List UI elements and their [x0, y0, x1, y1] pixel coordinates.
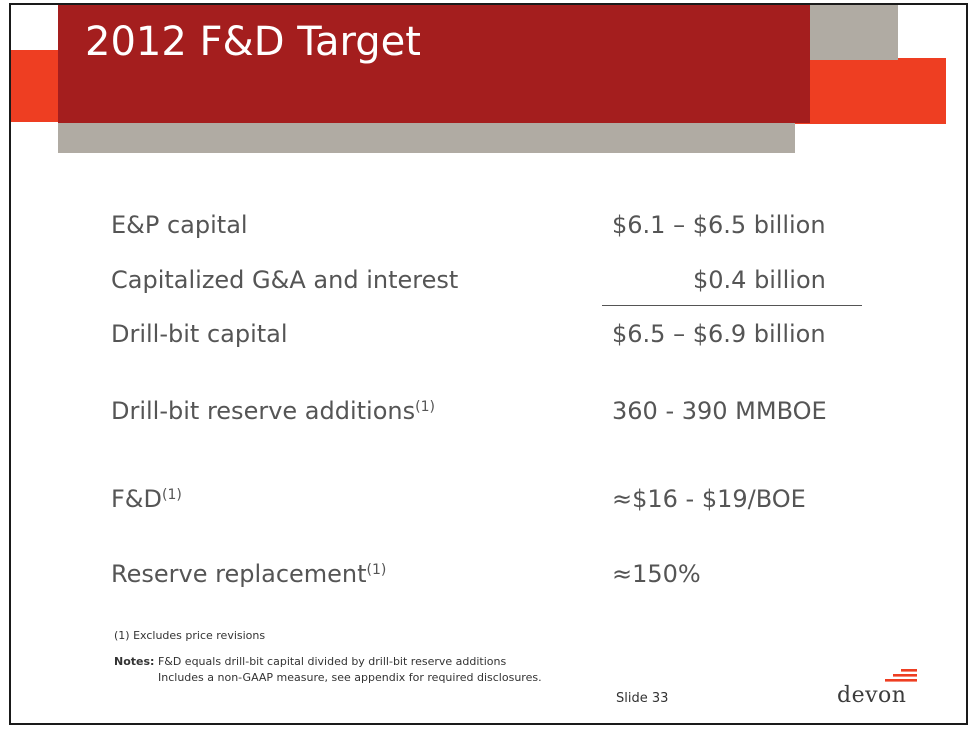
- footnote-marker: (1): [162, 487, 182, 503]
- row-value-drill-bit-capital: $6.5 – $6.9 billion: [612, 320, 826, 348]
- logo-stripes-icon: [885, 669, 917, 682]
- row-value-reserve-replacement: ≈150%: [612, 560, 701, 588]
- row-label-drill-bit-capital: Drill-bit capital: [111, 320, 288, 348]
- footnote-marker: (1): [366, 562, 387, 578]
- notes-line-1: Notes: F&D equals drill-bit capital divi…: [114, 654, 542, 670]
- row-label-ep-capital: E&P capital: [111, 211, 248, 239]
- gray-accent-block-top-right: [810, 5, 898, 60]
- notes-block: Notes: F&D equals drill-bit capital divi…: [114, 654, 542, 686]
- slide-title: 2012 F&D Target: [85, 19, 421, 65]
- notes-label: Notes:: [114, 655, 155, 668]
- row-value-fd: ≈$16 - $19/BOE: [612, 485, 806, 513]
- row-value-capitalized-ga: $0.4 billion: [693, 266, 826, 294]
- notes-text-1: F&D equals drill-bit capital divided by …: [157, 655, 507, 668]
- slide-number: Slide 33: [616, 691, 669, 706]
- sum-divider-line: [602, 305, 862, 306]
- row-label-fd: F&D(1): [111, 485, 182, 513]
- footnote: (1) Excludes price revisions: [114, 629, 266, 642]
- footnote-marker: (1): [415, 399, 435, 415]
- row-label-reserve-replacement: Reserve replacement(1): [111, 560, 387, 588]
- logo-wordmark: devon: [837, 683, 907, 708]
- notes-line-2: Includes a non-GAAP measure, see appendi…: [158, 671, 542, 684]
- slide: 2012 F&D Target E&P capital $6.1 – $6.5 …: [9, 3, 968, 725]
- orange-accent-band-right: [795, 58, 946, 124]
- row-label-capitalized-ga: Capitalized G&A and interest: [111, 266, 459, 294]
- row-label-reserve-additions: Drill-bit reserve additions(1): [111, 397, 435, 425]
- title-band: [58, 5, 810, 123]
- row-value-ep-capital: $6.1 – $6.5 billion: [612, 211, 826, 239]
- orange-accent-band-left: [11, 50, 61, 122]
- row-value-reserve-additions: 360 - 390 MMBOE: [612, 397, 827, 425]
- devon-logo: devon: [837, 669, 917, 713]
